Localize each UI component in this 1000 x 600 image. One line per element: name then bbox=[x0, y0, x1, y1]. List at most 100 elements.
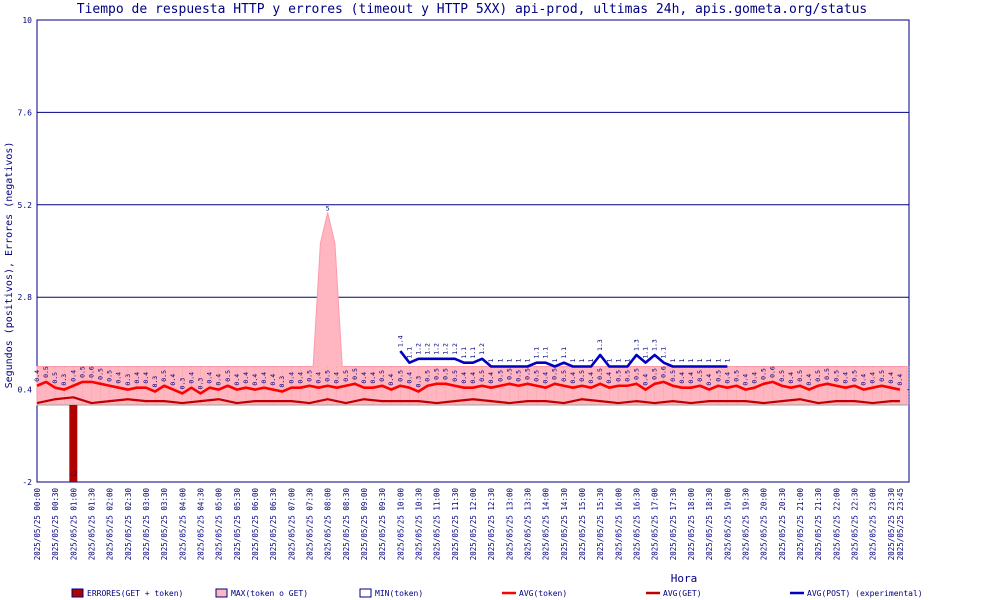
annotation: -2 bbox=[69, 470, 77, 478]
x-tick-label: 2025/05/25 14:30 bbox=[560, 488, 569, 561]
annotation: 5 bbox=[326, 205, 330, 213]
x-tick-label: 2025/05/25 18:30 bbox=[705, 488, 714, 561]
x-tick-label: 2025/05/25 22:30 bbox=[851, 488, 860, 561]
data-label: 0.5 bbox=[106, 370, 114, 382]
legend-label: AVG(GET) bbox=[663, 589, 702, 598]
x-tick-label: 2025/05/25 00:00 bbox=[33, 488, 42, 561]
x-tick-label: 2025/05/25 01:30 bbox=[88, 488, 97, 561]
data-label: 1 bbox=[687, 359, 695, 363]
data-label: 0.4 bbox=[206, 372, 214, 384]
x-tick-label: 2025/05/25 07:00 bbox=[287, 488, 296, 561]
data-label: 0.5 bbox=[823, 368, 831, 380]
data-label: 0.4 bbox=[142, 372, 150, 384]
x-tick-label: 2025/05/25 02:00 bbox=[106, 488, 115, 561]
x-tick-label: 2025/05/25 15:00 bbox=[578, 488, 587, 561]
legend-swatch bbox=[71, 588, 84, 598]
chart-title: Tiempo de respuesta HTTP y errores (time… bbox=[77, 2, 868, 17]
x-tick-label: 2025/05/25 06:30 bbox=[269, 488, 278, 561]
data-label: 0.4 bbox=[841, 372, 849, 384]
data-label: 0.5 bbox=[714, 370, 722, 382]
legend-label: AVG(token) bbox=[519, 589, 567, 598]
data-label: 1.1 bbox=[460, 347, 468, 359]
data-label: 0.5 bbox=[560, 370, 568, 382]
data-label: 0.4 bbox=[751, 372, 759, 384]
data-label: 0.3 bbox=[178, 378, 186, 390]
legend: ERRORES(GET + token) MAX(token o GET) MIN(… bbox=[71, 588, 923, 598]
x-tick-label: 2025/05/25 13:30 bbox=[524, 488, 533, 561]
y-tick-label: 10 bbox=[22, 16, 32, 25]
x-tick-label: 2025/05/25 08:00 bbox=[324, 488, 333, 561]
data-label: 0.4 bbox=[169, 374, 177, 386]
data-label: 0.4 bbox=[487, 372, 495, 384]
plot-frame bbox=[36, 19, 910, 483]
x-tick-label: 2025/05/25 23:30 bbox=[887, 488, 896, 561]
data-label: 1 bbox=[669, 359, 677, 363]
data-label: 0.4 bbox=[33, 370, 41, 382]
x-tick-label: 2025/05/25 20:30 bbox=[778, 488, 787, 561]
data-label: 0.4 bbox=[569, 372, 577, 384]
avg-get-line bbox=[36, 396, 900, 405]
data-label: 0.5 bbox=[451, 370, 459, 382]
data-label: 0.3 bbox=[151, 376, 159, 388]
data-label: 0.5 bbox=[796, 370, 804, 382]
data-label: 1.3 bbox=[651, 339, 659, 351]
data-label: 0.5 bbox=[42, 366, 50, 378]
legend-swatch bbox=[359, 588, 372, 598]
data-label: 0.5 bbox=[832, 370, 840, 382]
data-label: 0.5 bbox=[306, 370, 314, 382]
data-label: 0.5 bbox=[760, 368, 768, 380]
data-label: 0.4 bbox=[287, 372, 295, 384]
x-tick-label: 2025/05/25 14:00 bbox=[542, 488, 551, 561]
data-label: 1.2 bbox=[433, 343, 441, 355]
data-label: 0.5 bbox=[478, 370, 486, 382]
avg-post-line bbox=[399, 350, 728, 368]
data-label: 1 bbox=[696, 359, 704, 363]
data-label: 1.3 bbox=[596, 339, 604, 351]
x-tick-label: 2025/05/25 20:00 bbox=[760, 488, 769, 561]
data-label: 0.5 bbox=[78, 366, 86, 378]
data-label: 0.4 bbox=[369, 372, 377, 384]
x-tick-label: 2025/05/25 07:30 bbox=[306, 488, 315, 561]
data-label: 1 bbox=[614, 359, 622, 363]
data-label: 0.3 bbox=[415, 376, 423, 388]
x-tick-label: 2025/05/25 04:00 bbox=[178, 488, 187, 561]
data-label: 0.5 bbox=[623, 370, 631, 382]
x-tick-label: 2025/05/25 09:30 bbox=[378, 488, 387, 561]
data-label: 0.5 bbox=[442, 368, 450, 380]
data-label: 0.5 bbox=[851, 370, 859, 382]
data-label: 0.3 bbox=[60, 374, 68, 386]
data-label: 1 bbox=[705, 359, 713, 363]
data-label: 0.5 bbox=[669, 370, 677, 382]
data-label: 0.5 bbox=[342, 370, 350, 382]
x-tick-label: 2025/05/25 16:30 bbox=[633, 488, 642, 561]
y-tick-label: 7.6 bbox=[18, 108, 33, 117]
data-label: 1.2 bbox=[424, 343, 432, 355]
data-label: 0.6 bbox=[660, 366, 668, 378]
data-label: 0.4 bbox=[269, 374, 277, 386]
x-axis-label: Hora bbox=[671, 572, 698, 585]
data-label: 1.1 bbox=[405, 347, 413, 359]
data-label: 0.4 bbox=[705, 374, 713, 386]
y-axis-label: Segundos (positivos), Errores (negativos… bbox=[4, 142, 15, 389]
data-label: 1.1 bbox=[469, 347, 477, 359]
data-label: 1.1 bbox=[642, 347, 650, 359]
x-tick-label: 2025/05/25 05:00 bbox=[215, 488, 224, 561]
data-label: 0.5 bbox=[878, 370, 886, 382]
legend-swatch bbox=[215, 588, 228, 598]
data-label: 0.5 bbox=[533, 370, 541, 382]
data-label: 0.5 bbox=[651, 368, 659, 380]
data-label: 0.5 bbox=[814, 370, 822, 382]
data-label: 1.2 bbox=[478, 343, 486, 355]
data-label: 0.5 bbox=[396, 370, 404, 382]
y-tick-label: -2 bbox=[22, 478, 32, 487]
data-label: 0.4 bbox=[687, 372, 695, 384]
data-label: 1 bbox=[578, 359, 586, 363]
data-label: 0.3 bbox=[278, 376, 286, 388]
data-label: 1 bbox=[605, 359, 613, 363]
data-label: 0.5 bbox=[551, 368, 559, 380]
data-label: 0.5 bbox=[378, 370, 386, 382]
y-tick-label: 2.8 bbox=[18, 293, 33, 302]
legend-label: MIN(token) bbox=[375, 589, 423, 598]
x-tick-label: 2025/05/25 23:00 bbox=[869, 488, 878, 561]
